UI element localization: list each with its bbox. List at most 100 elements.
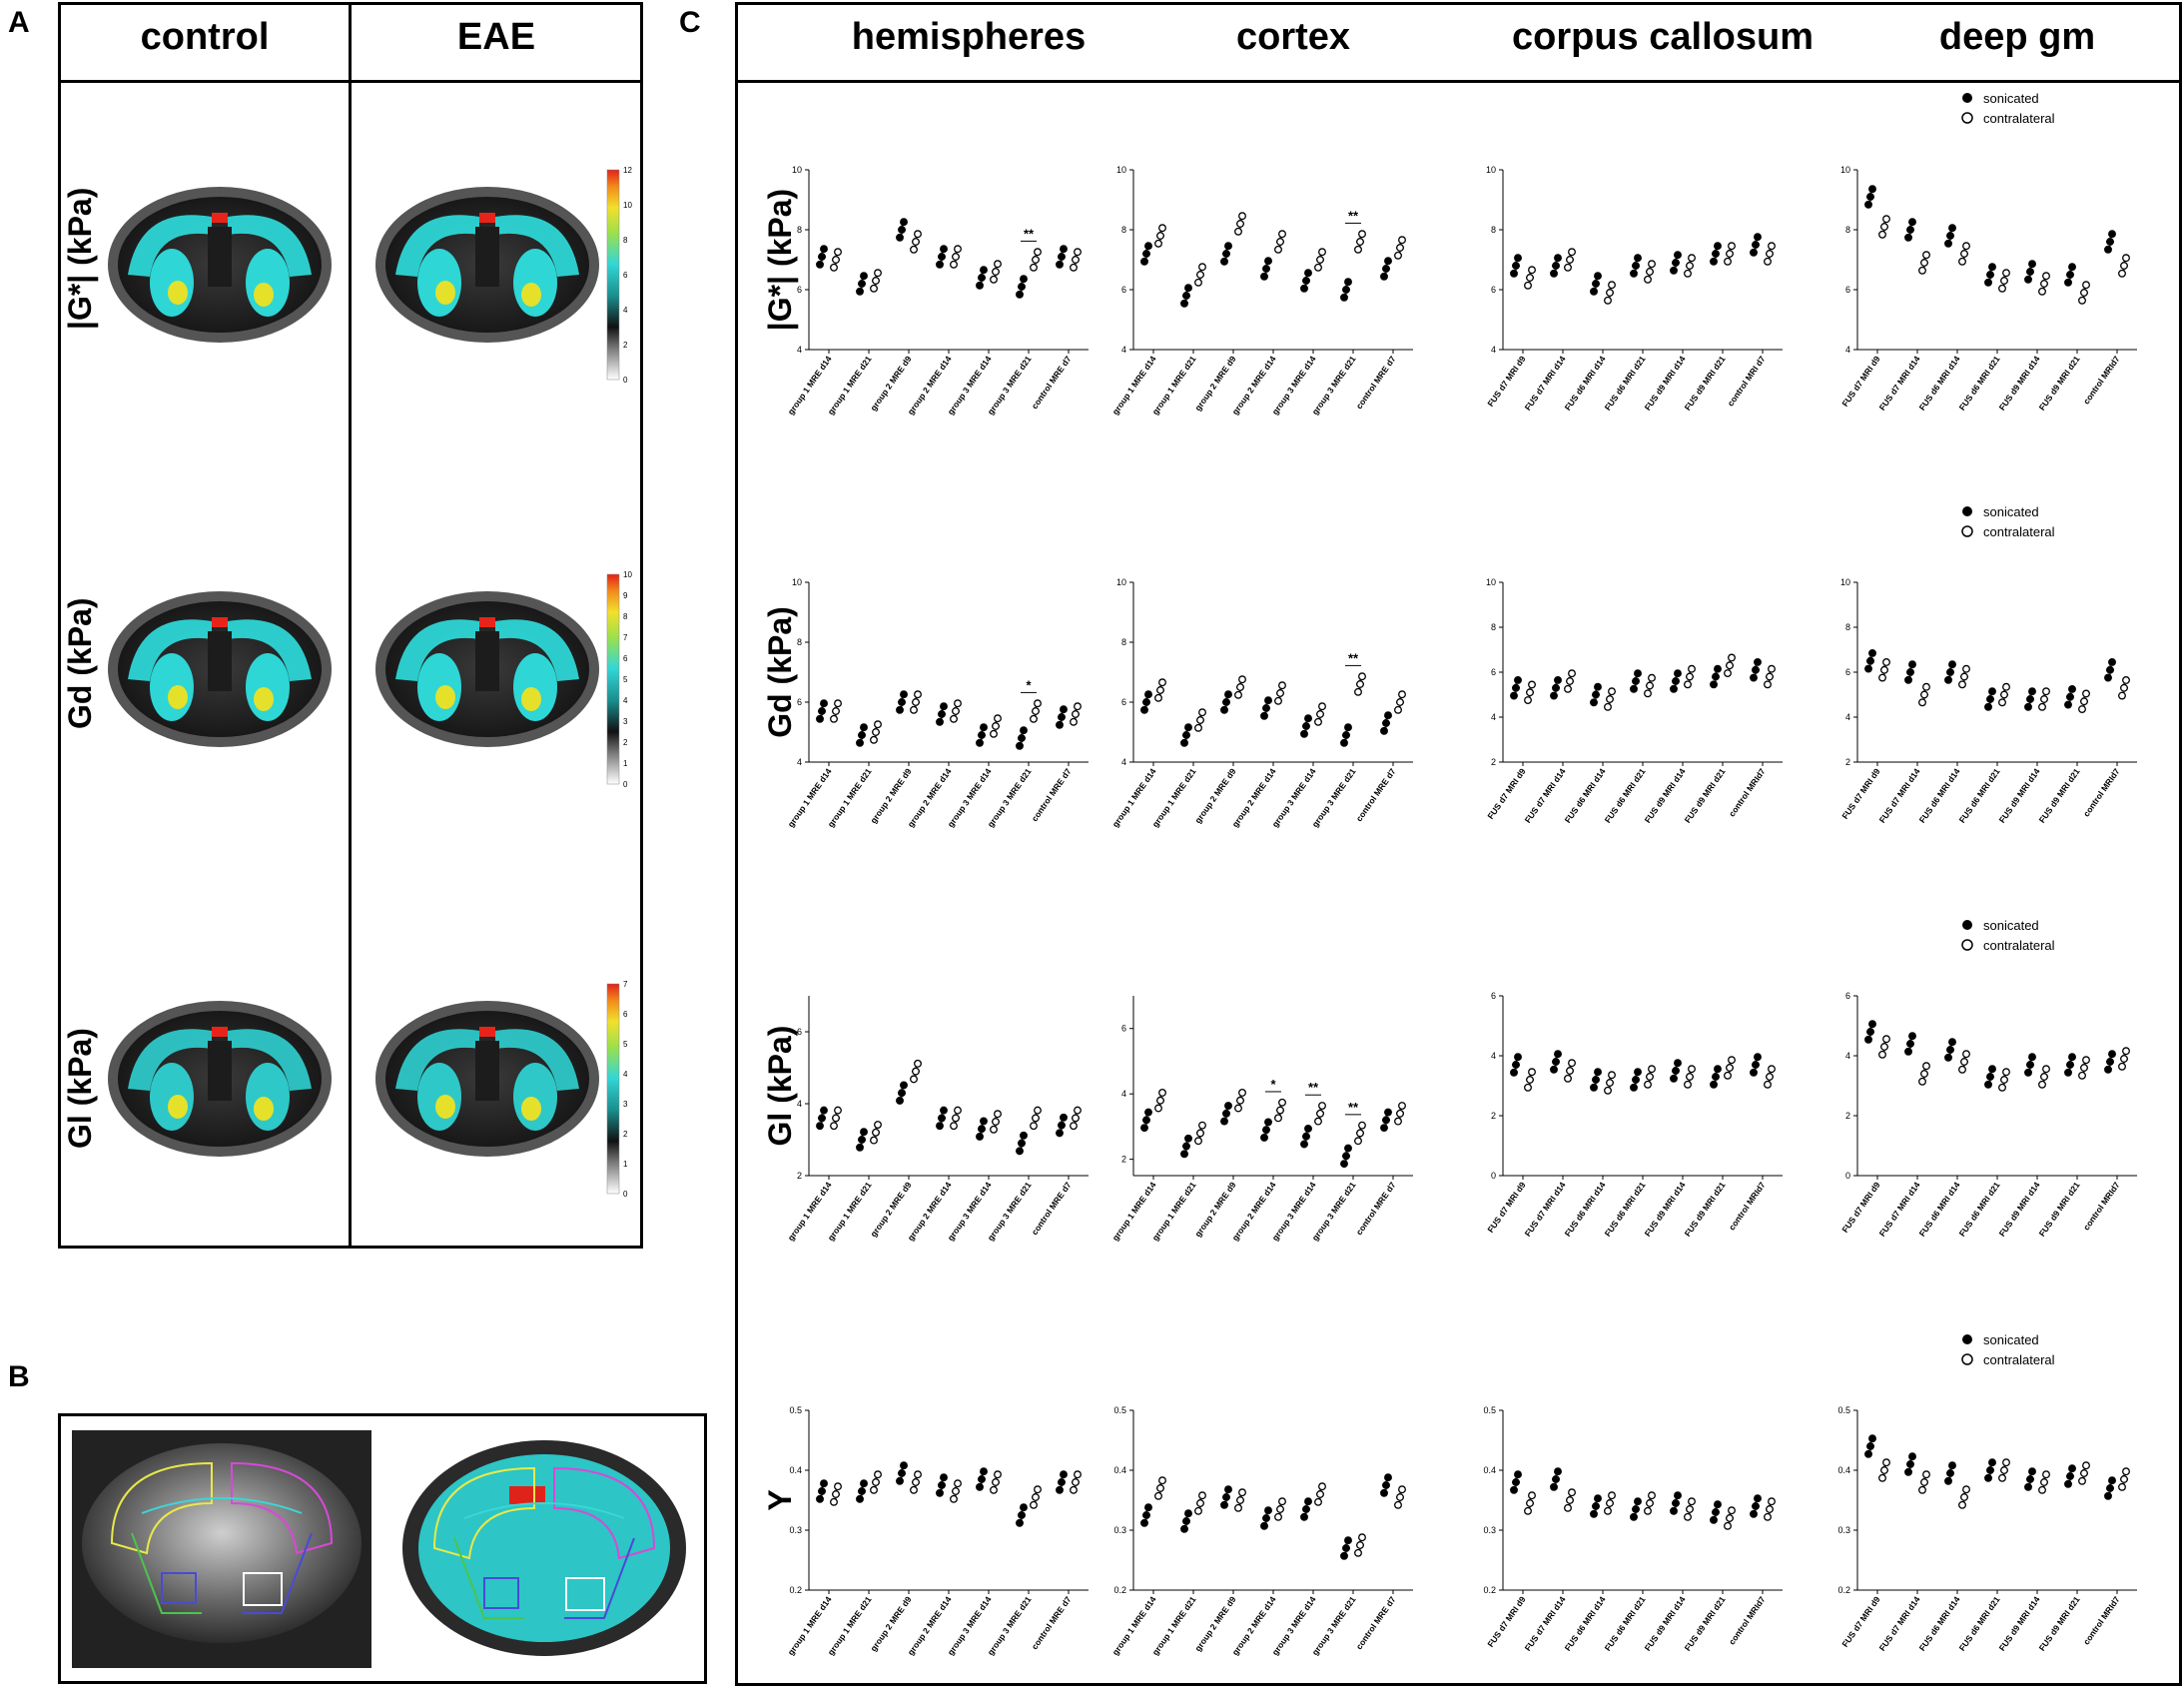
x-tick-label: FUS d9 MRI d14 <box>1997 1180 2042 1239</box>
x-tick-label: group 1 MRE d21 <box>1150 1594 1198 1657</box>
contralateral-point <box>2078 296 2086 305</box>
contralateral-point <box>992 1118 1000 1126</box>
sonicated-point <box>980 723 988 732</box>
sonicated-point <box>2024 275 2032 284</box>
contralateral-point <box>1528 1068 1536 1077</box>
right-hemisphere-band <box>228 215 312 277</box>
contralateral-point <box>1154 693 1162 702</box>
sonicated-point <box>1750 673 1758 682</box>
sonicated-point <box>856 738 864 747</box>
legend-filled-marker <box>1962 93 1972 103</box>
roi-outlines-1 <box>432 1466 656 1619</box>
significance-label: ** <box>1348 650 1359 665</box>
contralateral-point <box>2122 676 2130 684</box>
sonicated-point <box>1262 1514 1270 1522</box>
significance-label: ** <box>1348 208 1359 223</box>
contralateral-point <box>1156 232 1164 240</box>
contralateral-point <box>1318 248 1326 257</box>
sonicated-point <box>1592 690 1600 699</box>
x-tick-label: FUS d9 MRI d21 <box>2037 1594 2082 1653</box>
significance-label: ** <box>1348 1100 1359 1115</box>
contralateral-point <box>1606 695 1614 703</box>
sonicated-point <box>976 281 984 290</box>
x-tick-label: group 1 MRE d14 <box>1110 354 1158 417</box>
sonicated-point <box>2106 238 2114 246</box>
y-tick-label: 8 <box>1491 225 1496 235</box>
sonicated-point <box>1754 233 1762 242</box>
colorbar-2: 7 6 5 4 3 2 1 0 <box>606 980 628 1199</box>
y-tick-label: 6 <box>1845 667 1850 677</box>
sonicated-point <box>1056 720 1064 729</box>
contralateral-point <box>2002 1068 2010 1077</box>
sonicated-point <box>1302 722 1310 730</box>
colorbar-tick-label: 2 <box>623 1130 628 1139</box>
contralateral-point <box>1072 256 1080 264</box>
x-tick-label: FUS d6 MRI d21 <box>1603 1594 1648 1653</box>
contralateral-point <box>1566 1067 1574 1075</box>
contralateral-point <box>834 248 842 257</box>
sonicated-point <box>976 1482 984 1491</box>
contralateral-point <box>1646 1499 1654 1507</box>
sonicated-point <box>1750 248 1758 257</box>
sonicated-point <box>1302 277 1310 285</box>
x-tick-label: control MRE d7 <box>1030 1180 1074 1237</box>
sonicated-point <box>1512 1478 1520 1486</box>
contralateral-point <box>1398 236 1406 245</box>
sonicated-point <box>1182 1517 1190 1525</box>
contralateral-point <box>1278 681 1286 690</box>
sonicated-point <box>820 1479 828 1488</box>
x-tick-label: group 1 MRE d14 <box>786 354 834 417</box>
sonicated-point <box>2024 702 2032 711</box>
sonicated-point <box>1142 1511 1150 1519</box>
x-tick-label: FUS d6 MRI d14 <box>1563 1180 1608 1239</box>
hotspot-yellow-right <box>521 283 541 307</box>
sonicated-point <box>1550 691 1558 700</box>
roi-left-deep-gm <box>483 1577 519 1609</box>
contralateral-point <box>1764 1512 1772 1521</box>
sonicated-point <box>938 253 946 261</box>
y-tick-label: 0.3 <box>789 1525 802 1535</box>
contralateral-point <box>1962 1485 1970 1494</box>
x-tick-label: group 3 MRE d14 <box>1270 1594 1318 1657</box>
y-tick-label: 2 <box>797 1171 802 1181</box>
sonicated-point <box>1554 676 1562 684</box>
sonicated-point <box>2064 1068 2072 1077</box>
contralateral-point <box>1234 1104 1242 1113</box>
sonicated-point <box>1714 1500 1722 1509</box>
sonicated-point <box>1712 1073 1720 1081</box>
sonicated-point <box>1056 1129 1064 1138</box>
roi-right-hemisphere <box>564 1537 635 1619</box>
hotspot-yellow-left <box>168 1095 188 1119</box>
contralateral-point <box>1158 678 1166 687</box>
sonicated-point <box>1304 714 1312 723</box>
sonicated-point <box>1908 1452 1916 1461</box>
contralateral-point <box>1568 1488 1576 1497</box>
x-tick-label: FUS d7 MRI d14 <box>1877 1594 1922 1653</box>
contralateral-point <box>1918 266 1926 275</box>
contralateral-point <box>1196 716 1204 724</box>
contralateral-point <box>1920 690 1928 699</box>
sonicated-point <box>1672 1499 1680 1507</box>
hotspot-yellow-right <box>254 283 274 307</box>
contralateral-point <box>1278 1497 1286 1506</box>
x-tick-label: group 2 MRE d14 <box>906 1594 954 1657</box>
sonicated-point <box>1142 1116 1150 1125</box>
sonicated-point <box>898 1089 906 1098</box>
x-tick-label: group 2 MRE d9 <box>868 766 913 825</box>
contralateral-point <box>1564 1074 1572 1083</box>
sonicated-point <box>1300 284 1308 293</box>
sonicated-point <box>1550 269 1558 278</box>
sonicated-point <box>1260 272 1268 281</box>
y-tick-label: 8 <box>797 225 802 235</box>
legend-filled-marker <box>1962 506 1972 516</box>
sonicated-point <box>896 1476 904 1485</box>
sonicated-point <box>2106 1058 2114 1066</box>
sonicated-point <box>1592 1076 1600 1084</box>
sonicated-point <box>1182 292 1190 300</box>
x-tick-label: FUS d6 MRI d14 <box>1917 1594 1962 1653</box>
sonicated-point <box>1380 1488 1388 1497</box>
colorbar-gradient <box>606 983 620 1195</box>
contralateral-point <box>830 714 838 723</box>
